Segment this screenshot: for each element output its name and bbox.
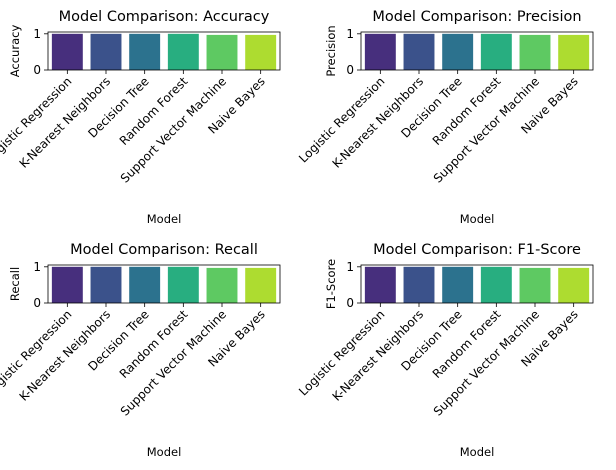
x-axis-label: Model xyxy=(460,445,495,459)
bar-naive-bayes xyxy=(245,267,277,303)
bar-random-forest xyxy=(480,266,512,303)
bar-k-nearest-neighbors xyxy=(90,33,122,70)
bar-logistic-regression xyxy=(364,266,396,303)
y-axis-label: Precision xyxy=(324,25,338,76)
y-tick-label: 1 xyxy=(33,260,41,274)
y-tick-label: 0 xyxy=(346,63,354,77)
y-axis-label: F1-Score xyxy=(324,259,338,309)
chart-title: Model Comparison: Precision xyxy=(372,9,581,25)
bar-random-forest xyxy=(167,33,199,70)
x-tick-label-random-forest: Random Forest xyxy=(430,74,504,148)
x-axis-label: Model xyxy=(460,212,495,226)
plot-frame xyxy=(360,31,594,71)
bar-logistic-regression xyxy=(364,33,396,70)
bar-k-nearest-neighbors xyxy=(403,266,435,303)
bar-support-vector-machine xyxy=(206,267,238,303)
bar-random-forest xyxy=(480,33,512,70)
bar-naive-bayes xyxy=(558,267,590,303)
bar-support-vector-machine xyxy=(519,267,551,303)
bar-decision-tree xyxy=(129,33,161,70)
bar-naive-bayes xyxy=(245,34,277,70)
plot-frame xyxy=(360,264,594,304)
bar-random-forest xyxy=(167,266,199,303)
plot-frame xyxy=(47,264,281,304)
bar-naive-bayes xyxy=(558,34,590,70)
chart-title: Model Comparison: Accuracy xyxy=(59,9,270,25)
y-tick-label: 1 xyxy=(33,27,41,41)
y-tick-label: 1 xyxy=(346,27,354,41)
x-axis-label: Model xyxy=(147,445,182,459)
y-axis-label: Accuracy xyxy=(8,25,22,78)
x-tick-label-random-forest: Random Forest xyxy=(117,307,191,381)
y-tick-label: 0 xyxy=(33,63,41,77)
y-tick-label: 0 xyxy=(346,296,354,310)
x-axis-label: Model xyxy=(147,212,182,226)
chart-title: Model Comparison: Recall xyxy=(70,242,258,258)
chart-title: Model Comparison: F1-Score xyxy=(373,242,581,258)
bar-decision-tree xyxy=(442,266,474,303)
bar-logistic-regression xyxy=(51,266,83,303)
bar-support-vector-machine xyxy=(206,34,238,70)
x-tick-label-random-forest: Random Forest xyxy=(117,74,191,148)
bar-support-vector-machine xyxy=(519,34,551,70)
bar-k-nearest-neighbors xyxy=(90,266,122,303)
bar-k-nearest-neighbors xyxy=(403,33,435,70)
y-tick-label: 1 xyxy=(346,260,354,274)
bar-logistic-regression xyxy=(51,33,83,70)
plot-frame xyxy=(47,31,281,71)
y-axis-label: Recall xyxy=(8,267,22,301)
y-tick-label: 0 xyxy=(33,296,41,310)
bar-decision-tree xyxy=(129,266,161,303)
bar-decision-tree xyxy=(442,33,474,70)
x-tick-label-random-forest: Random Forest xyxy=(430,307,504,381)
